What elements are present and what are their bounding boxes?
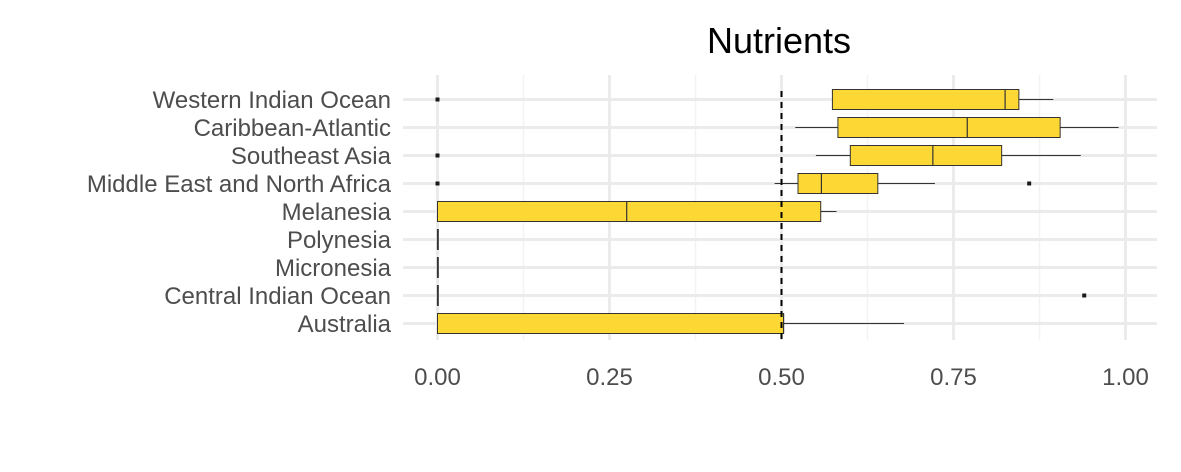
box-iqr [437,201,822,222]
y-tick-label: Micronesia [275,255,392,282]
y-tick-label: Melanesia [282,199,392,226]
y-tick-label: Central Indian Ocean [164,283,391,310]
outlier-point [1027,181,1032,186]
box-caribbean-atlantic [795,117,1119,138]
x-tick-label: 0.75 [930,364,977,391]
box-australia [437,313,904,334]
box-iqr [797,173,879,194]
box-iqr [437,313,785,334]
outlier-point [435,181,440,186]
x-tick-label: 0.25 [586,364,633,391]
chart-title: Nutrients [707,20,851,61]
box-polynesia [436,229,439,250]
y-tick-label: Australia [298,311,392,338]
outlier-point [1082,293,1087,298]
box-melanesia [437,201,837,222]
y-axis-labels: Western Indian OceanCaribbean-AtlanticSo… [87,87,392,338]
box-southeast-asia [435,145,1081,166]
box-iqr [849,145,1003,166]
box-iqr [831,89,1020,110]
box-micronesia [436,257,439,278]
outlier-point [435,153,440,158]
outlier-point [435,97,440,102]
box-iqr [837,117,1061,138]
box-western-indian-ocean [435,89,1054,110]
x-tick-label: 0.00 [414,364,461,391]
y-tick-label: Middle East and North Africa [87,171,392,198]
x-tick-label: 0.50 [758,364,805,391]
y-tick-label: Polynesia [287,227,392,254]
box-central-indian-ocean [436,285,1087,306]
x-axis-labels: 0.00 0.25 0.50 0.75 1.00 [414,364,1149,391]
box-middle-east-and-north-africa [435,173,1032,194]
y-tick-label: Southeast Asia [231,143,392,170]
x-tick-label: 1.00 [1102,364,1149,391]
boxes [435,89,1119,340]
y-tick-label: Western Indian Ocean [153,87,391,114]
y-tick-label: Caribbean-Atlantic [194,115,391,142]
